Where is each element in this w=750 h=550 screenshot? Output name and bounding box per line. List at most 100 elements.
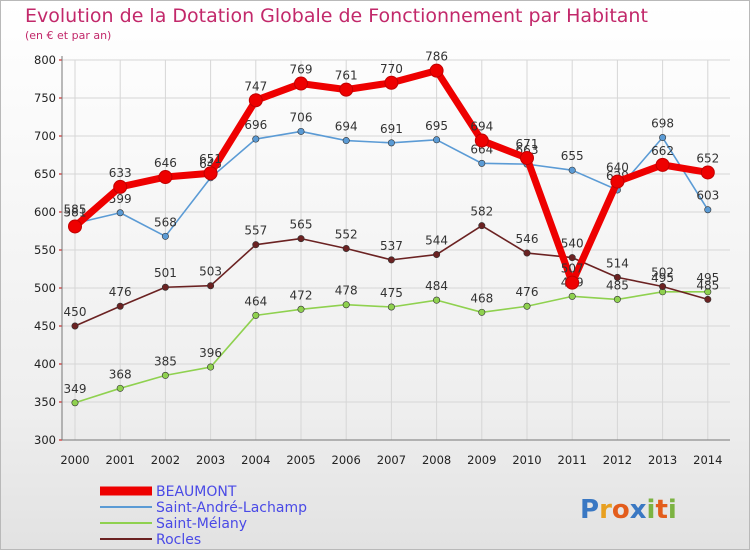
- data-point: [613, 273, 621, 281]
- data-point: [252, 241, 260, 249]
- data-point: [71, 322, 79, 330]
- data-label: 502: [651, 265, 674, 279]
- x-tick-label: 2010: [512, 453, 541, 467]
- data-point: [610, 174, 625, 189]
- data-label: 696: [244, 118, 267, 132]
- y-tick-label: 350: [34, 395, 56, 409]
- data-label: 464: [244, 294, 267, 308]
- x-tick-label: 2011: [558, 453, 587, 467]
- data-label: 770: [380, 62, 403, 76]
- data-label: 385: [154, 354, 177, 368]
- data-point: [704, 206, 712, 214]
- y-tick-label: 800: [34, 53, 56, 67]
- data-label: 540: [561, 237, 584, 251]
- data-point: [478, 159, 486, 167]
- data-label: 546: [516, 232, 539, 246]
- data-label: 557: [244, 224, 267, 238]
- data-label: 507: [561, 262, 584, 276]
- x-tick-label: 2000: [60, 453, 89, 467]
- x-tick-label: 2002: [151, 453, 180, 467]
- data-label: 472: [290, 288, 313, 302]
- data-point: [297, 235, 305, 243]
- data-point: [433, 296, 441, 304]
- data-label: 396: [199, 346, 222, 360]
- x-tick-label: 2001: [106, 453, 135, 467]
- series-rocles: 450 476 501 503 557 565 552 537 544 582 546 540 514 5…: [64, 205, 719, 330]
- data-point: [387, 303, 395, 311]
- data-point: [116, 209, 124, 217]
- data-point: [474, 133, 489, 148]
- data-point: [433, 136, 441, 144]
- data-point: [523, 249, 531, 257]
- data-label: 484: [425, 279, 448, 293]
- data-point: [568, 292, 576, 300]
- data-point: [384, 75, 399, 90]
- y-tick-label: 400: [34, 357, 56, 371]
- data-point: [568, 254, 576, 262]
- data-label: 698: [651, 117, 674, 131]
- data-label: 368: [109, 367, 132, 381]
- data-label: 633: [109, 166, 132, 180]
- x-tick-label: 2012: [603, 453, 632, 467]
- x-tick-label: 2006: [332, 453, 361, 467]
- data-label: 568: [154, 215, 177, 229]
- x-tick-label: 2009: [467, 453, 496, 467]
- brand-text: Proxiti: [580, 495, 677, 525]
- data-point: [478, 308, 486, 316]
- data-label: 495: [651, 271, 674, 285]
- data-label: 476: [109, 285, 132, 299]
- data-point: [207, 363, 215, 371]
- legend-label: Saint-Mélany: [156, 516, 247, 532]
- data-label: 581: [64, 205, 87, 219]
- data-label: 691: [380, 122, 403, 136]
- data-label: 349: [64, 382, 87, 396]
- data-point: [704, 295, 712, 303]
- data-label: 603: [696, 189, 719, 203]
- data-point: [248, 93, 263, 108]
- data-label: 582: [470, 205, 493, 219]
- data-label: 475: [380, 286, 403, 300]
- data-label: 694: [335, 120, 358, 134]
- y-tick-label: 500: [34, 281, 56, 295]
- data-point: [158, 170, 173, 185]
- data-point: [342, 301, 350, 309]
- data-point: [429, 63, 444, 78]
- y-tick-label: 300: [34, 433, 56, 447]
- y-tick-label: 650: [34, 167, 56, 181]
- data-point: [342, 244, 350, 252]
- data-point: [387, 256, 395, 264]
- chart-title: Evolution de la Dotation Globale de Fonc…: [25, 5, 648, 27]
- data-label: 655: [561, 149, 584, 163]
- data-label: 468: [470, 291, 493, 305]
- data-point: [113, 179, 128, 194]
- data-label: 485: [606, 278, 629, 292]
- data-point: [207, 282, 215, 290]
- y-tick-label: 450: [34, 319, 56, 333]
- data-point: [704, 288, 712, 296]
- data-point: [161, 283, 169, 291]
- data-label: 544: [425, 234, 448, 248]
- y-tick-label: 700: [34, 129, 56, 143]
- data-label: 651: [199, 152, 222, 166]
- data-label: 694: [470, 120, 493, 134]
- series-beaumont: 581 633 646 651 747 769 761 770 786 694 671 507 640 6…: [64, 50, 719, 290]
- x-tick-label: 2007: [377, 453, 406, 467]
- data-point: [297, 127, 305, 135]
- data-point: [203, 166, 218, 181]
- data-point: [339, 82, 354, 97]
- data-label: 585: [64, 202, 87, 216]
- data-label: 485: [696, 278, 719, 292]
- data-point: [252, 135, 260, 143]
- data-label: 514: [606, 256, 629, 270]
- legend-label: Saint-André-Lachamp: [156, 500, 307, 516]
- data-point: [342, 137, 350, 145]
- data-label: 537: [380, 239, 403, 253]
- data-point: [565, 275, 580, 290]
- data-point: [294, 76, 308, 91]
- data-label: 646: [154, 156, 177, 170]
- data-label: 501: [154, 266, 177, 280]
- proxiti-logo: Proxiti: [580, 495, 677, 525]
- legend-label: Rocles: [156, 532, 201, 548]
